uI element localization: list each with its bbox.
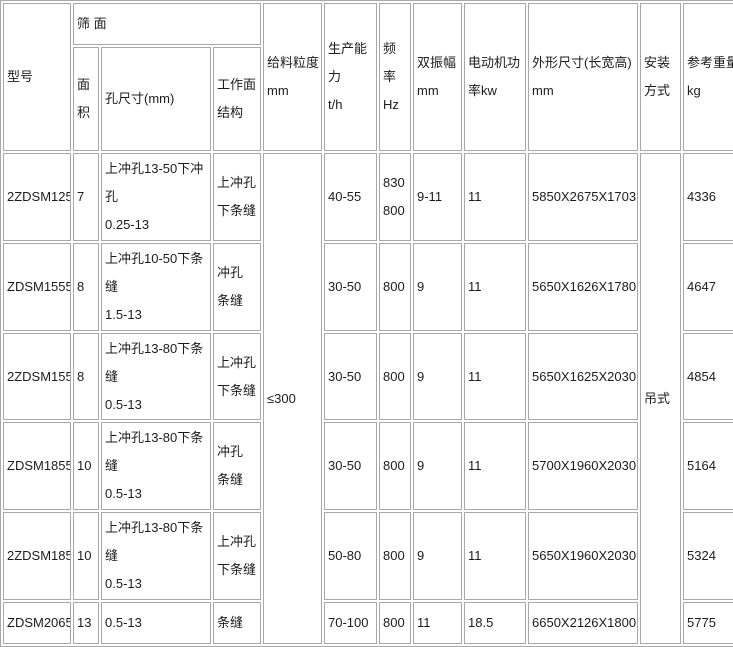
table-row: ZDSM1555 8 上冲孔10-50下条缝 1.5-13 冲孔 条缝 30-5… [3,242,733,331]
cell-amplitude: 9 [413,422,462,511]
cell-weight: 4336 [683,153,733,241]
cell-dimensions: 5650X1625X2030 [528,332,638,421]
header-weight: 参考重量 kg [683,3,733,151]
cell-structure: 条缝 [213,602,261,645]
cell-hole-size: 上冲孔13-50下冲孔 0.25-13 [101,153,211,241]
cell-hole-size: 0.5-13 [101,602,211,645]
cell-area: 13 [73,602,99,645]
header-dimensions: 外形尺寸(长宽高) mm [528,3,638,151]
cell-frequency: 800 [379,422,411,511]
cell-area: 8 [73,242,99,331]
header-screen-surface: 筛 面 [73,3,261,45]
table-row: ZDSM1855 10 上冲孔13-80下条缝 0.5-13 冲孔 条缝 30-… [3,422,733,511]
cell-model: ZDSM2065 [3,602,71,645]
cell-power: 11 [464,512,526,601]
header-hole-size: 孔尺寸(mm) [101,47,211,151]
table-row: 2ZDSM1855 10 上冲孔13-80下条缝 0.5-13 上冲孔 下条缝 … [3,512,733,601]
cell-frequency: 800 [379,242,411,331]
cell-frequency: 800 [379,512,411,601]
cell-frequency: 800 [379,602,411,645]
cell-structure: 冲孔 条缝 [213,422,261,511]
table-row: 2ZDSM1555 8 上冲孔13-80下条缝 0.5-13 上冲孔 下条缝 3… [3,332,733,421]
cell-structure: 上冲孔 下条缝 [213,153,261,241]
header-area: 面积 [73,47,99,151]
table-row: ZDSM2065 13 0.5-13 条缝 70-100 800 11 18.5… [3,602,733,645]
cell-feed-size: ≤300 [263,153,322,645]
cell-frequency: 830 800 [379,153,411,241]
cell-model: 2ZDSM1855 [3,512,71,601]
cell-capacity: 30-50 [324,332,377,421]
cell-area: 8 [73,332,99,421]
cell-model: 2ZDSM1256 [3,153,71,241]
cell-amplitude: 9-11 [413,153,462,241]
header-surface-structure: 工作面结构 [213,47,261,151]
cell-model: ZDSM1855 [3,422,71,511]
cell-weight: 5164 [683,422,733,511]
cell-dimensions: 5650X1626X1780 [528,242,638,331]
header-motor-power: 电动机功率kw [464,3,526,151]
header-amplitude: 双振幅 mm [413,3,462,151]
cell-capacity: 30-50 [324,422,377,511]
cell-dimensions: 5650X1960X2030 [528,512,638,601]
cell-installation: 吊式 [640,153,681,645]
cell-model: ZDSM1555 [3,242,71,331]
cell-capacity: 50-80 [324,512,377,601]
cell-amplitude: 9 [413,242,462,331]
cell-capacity: 40-55 [324,153,377,241]
cell-structure: 上冲孔 下条缝 [213,512,261,601]
cell-amplitude: 9 [413,512,462,601]
cell-dimensions: 6650X2126X1800 [528,602,638,645]
cell-power: 18.5 [464,602,526,645]
cell-weight: 5324 [683,512,733,601]
cell-dimensions: 5700X1960X2030 [528,422,638,511]
cell-weight: 4647 [683,242,733,331]
cell-area: 7 [73,153,99,241]
cell-hole-size: 上冲孔13-80下条缝 0.5-13 [101,332,211,421]
cell-structure: 冲孔 条缝 [213,242,261,331]
cell-power: 11 [464,153,526,241]
cell-power: 11 [464,242,526,331]
cell-capacity: 30-50 [324,242,377,331]
cell-hole-size: 上冲孔13-80下条缝 0.5-13 [101,422,211,511]
cell-amplitude: 11 [413,602,462,645]
cell-weight: 4854 [683,332,733,421]
cell-hole-size: 上冲孔13-80下条缝 0.5-13 [101,512,211,601]
cell-power: 11 [464,332,526,421]
cell-power: 11 [464,422,526,511]
cell-dimensions: 5850X2675X1703 [528,153,638,241]
header-frequency: 频率 Hz [379,3,411,151]
cell-amplitude: 9 [413,332,462,421]
header-feed-size: 给料粒度 mm [263,3,322,151]
cell-area: 10 [73,422,99,511]
header-capacity: 生产能力 t/h [324,3,377,151]
cell-area: 10 [73,512,99,601]
header-model: 型号 [3,3,71,151]
cell-model: 2ZDSM1555 [3,332,71,421]
cell-hole-size: 上冲孔10-50下条缝 1.5-13 [101,242,211,331]
cell-weight: 5775 [683,602,733,645]
cell-frequency: 800 [379,332,411,421]
table-row: 2ZDSM1256 7 上冲孔13-50下冲孔 0.25-13 上冲孔 下条缝 … [3,153,733,645]
cell-capacity: 70-100 [324,602,377,645]
header-installation: 安装方式 [640,3,681,151]
cell-structure: 上冲孔 下条缝 [213,332,261,421]
